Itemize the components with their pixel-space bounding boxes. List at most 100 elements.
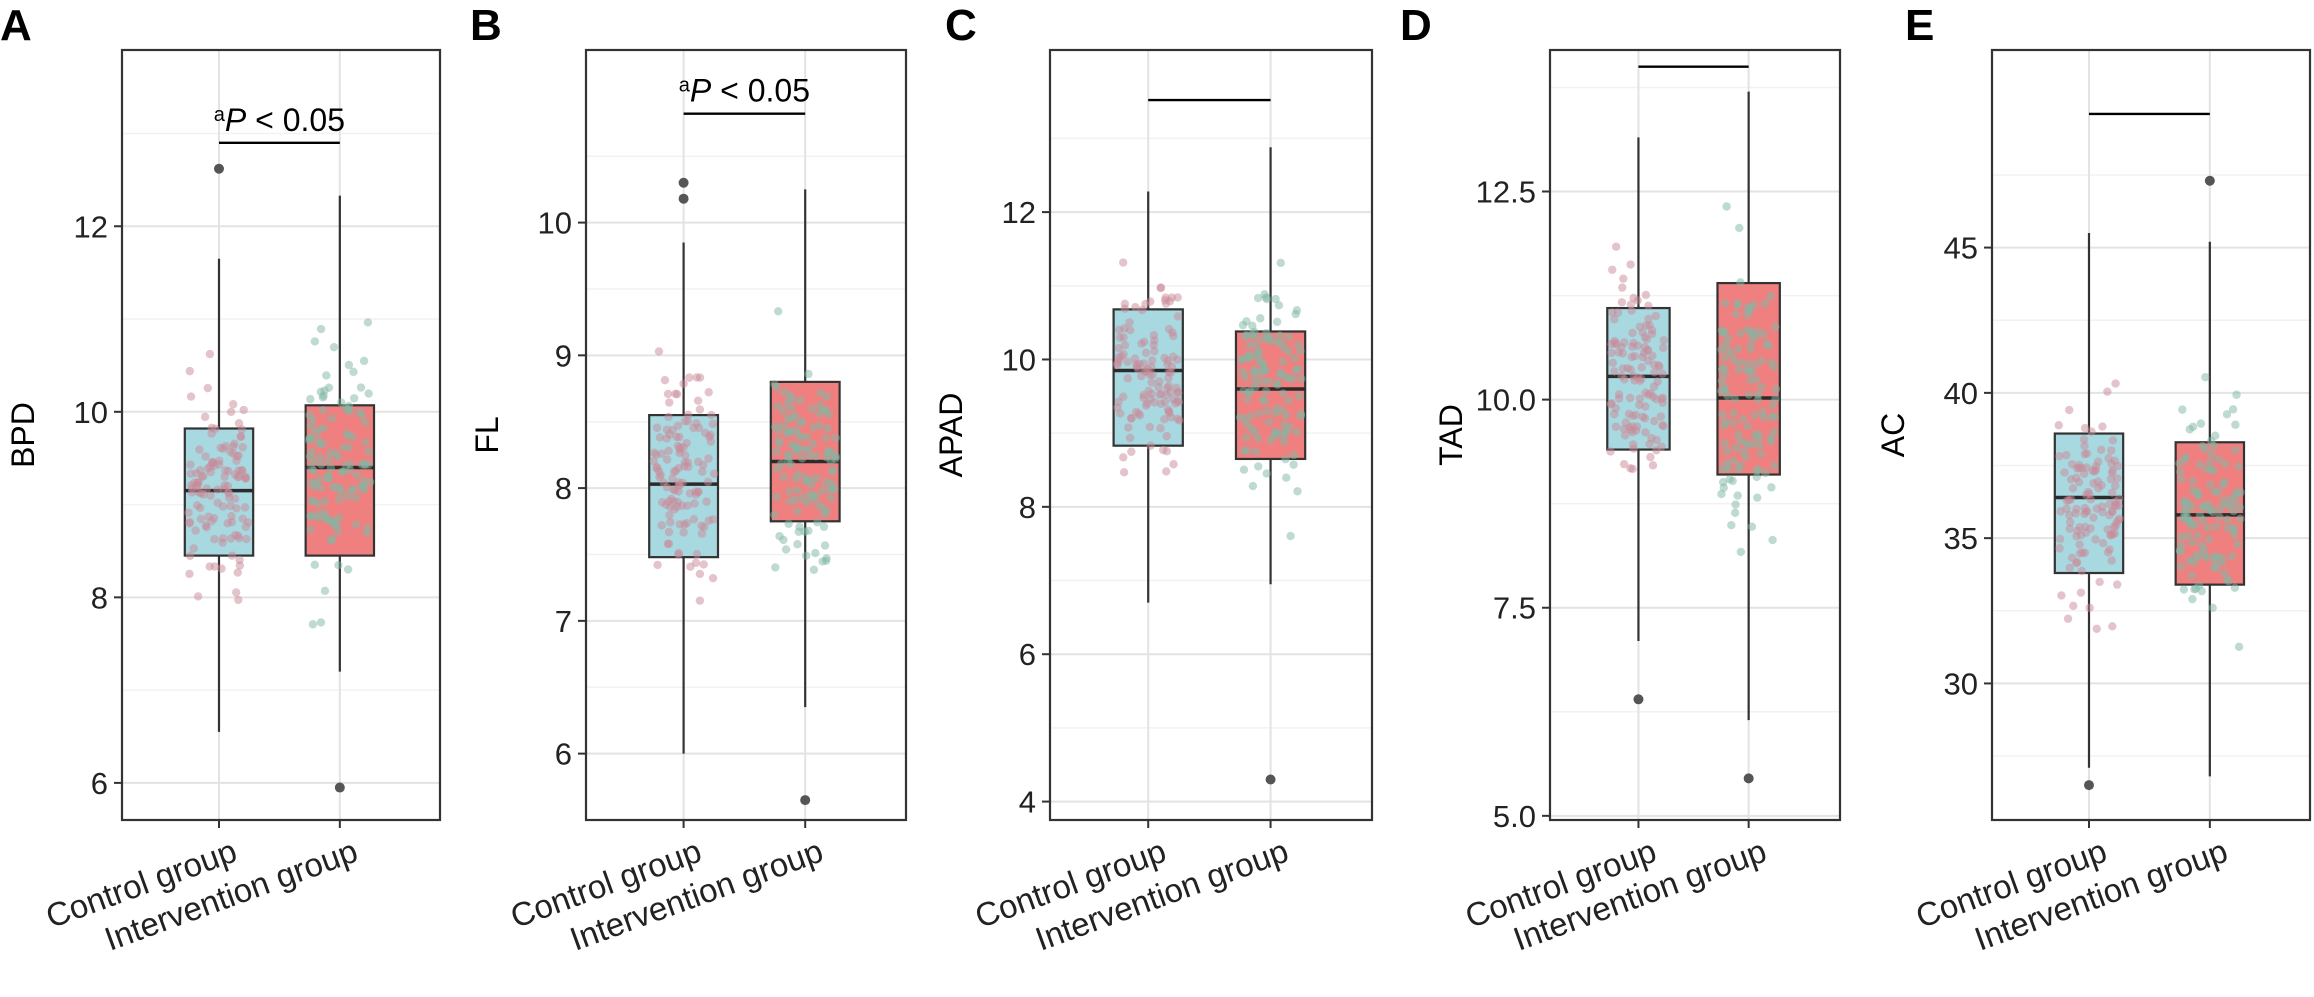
jitter-point [234,534,244,543]
jitter-point [1146,297,1155,306]
jitter-point [2080,503,2090,513]
jitter-point [1262,294,1272,304]
jitter-point [2088,466,2097,475]
jitter-point [1644,301,1653,311]
jitter-point [1174,388,1183,398]
jitter-point [1747,522,1757,531]
jitter-point [226,407,236,417]
jitter-point [807,404,817,413]
jitter-point [2077,463,2086,473]
jitter-point [225,493,234,503]
jitter-point [186,469,196,478]
jitter-point [2055,451,2064,461]
jitter-point [775,439,784,448]
jitter-point [2093,477,2103,486]
y-tick-label: 8 [555,471,572,506]
jitter-intervention [1717,202,1781,557]
jitter-point [2199,502,2208,512]
jitter-point [1113,358,1122,368]
jitter-point [772,383,781,392]
jitter-point [2224,577,2233,586]
jitter-point [1744,390,1754,399]
jitter-point [1755,441,1764,450]
jitter-point [664,446,673,456]
jitter-point [811,548,820,558]
jitter-point [1648,461,1658,470]
jitter-point [1718,477,1728,487]
jitter-point [801,551,811,560]
jitter-point [791,411,800,421]
jitter-point [1141,401,1151,410]
jitter-point [2106,474,2116,484]
jitter-point [784,519,793,528]
jitter-point [2103,387,2112,396]
jitter-point [816,388,825,398]
jitter-point [2185,556,2194,565]
jitter-point [1263,406,1272,416]
jitter-point [655,433,665,442]
y-tick-label: 45 [1944,231,1978,266]
jitter-point [216,443,225,453]
jitter-point [1736,461,1745,470]
jitter-point [352,470,362,480]
jitter-point [1720,328,1729,338]
jitter-point [1743,422,1752,431]
jitter-point [1618,349,1627,358]
significance-superscript: a [679,75,691,97]
jitter-point [2060,468,2069,477]
jitter-point [2108,622,2117,631]
jitter-point [809,565,819,574]
jitter-point [1762,339,1771,348]
jitter-point [1635,394,1645,403]
jitter-point [1154,382,1163,392]
jitter-point [1127,413,1136,423]
jitter-point [2096,445,2106,455]
jitter-point [2236,514,2245,523]
jitter-point [1162,447,1172,456]
jitter-point [1272,378,1281,388]
jitter-point [1278,389,1288,398]
jitter-point [689,515,699,524]
jitter-point [1244,388,1254,397]
jitter-point [2202,553,2212,563]
jitter-point [327,535,337,544]
jitter-point [777,459,786,468]
jitter-point [2108,436,2118,445]
plot-background [122,50,440,820]
jitter-point [670,505,679,514]
jitter-point [315,453,325,462]
jitter-point [800,527,809,536]
jitter-point [1149,340,1158,350]
jitter-point [1606,447,1615,456]
jitter-point [793,540,802,549]
jitter-point [227,511,236,521]
significance-value: < 0.05 [246,102,345,138]
jitter-point [1743,359,1753,368]
jitter-point [1168,328,1177,337]
jitter-point [797,454,807,463]
jitter-point [2079,435,2089,444]
jitter-point [2112,580,2122,589]
plot-border [1048,48,1374,822]
jitter-point [2228,525,2238,535]
jitter-point [662,483,672,492]
jitter-point [341,461,351,470]
jitter-point [779,473,788,482]
jitter-point [1730,394,1739,403]
jitter-point [195,445,204,454]
jitter-point [1640,333,1650,342]
jitter-point [1769,428,1779,437]
y-tick-label: 6 [1019,637,1036,672]
jitter-point [1725,475,1734,484]
jitter-point [1264,417,1274,427]
jitter-point [2087,427,2096,436]
jitter-point [2069,601,2078,611]
jitter-point [1292,427,1302,437]
jitter-point [1769,362,1779,371]
jitter-point [310,427,320,436]
jitter-point [189,544,199,553]
jitter-point [814,408,824,418]
jitter-intervention [1235,258,1306,541]
